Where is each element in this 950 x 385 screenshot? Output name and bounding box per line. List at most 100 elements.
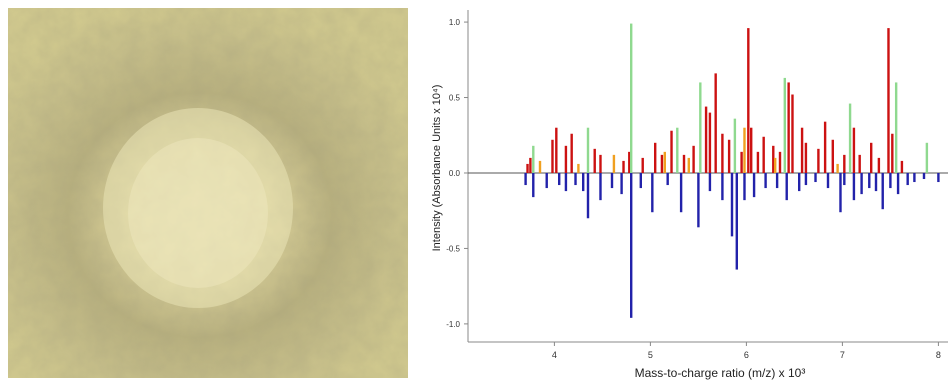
bar-blue — [610, 172, 614, 189]
bar-blue — [708, 172, 712, 192]
x-axis-label: Mass-to-charge ratio (m/z) x 10³ — [635, 366, 806, 380]
bar-blue — [852, 172, 856, 201]
bar-blue — [922, 172, 926, 180]
bar-green — [894, 82, 898, 173]
microscopy-photo — [8, 8, 408, 378]
bar-red — [721, 133, 724, 173]
bar-blue — [860, 172, 863, 195]
bar-red — [870, 142, 873, 173]
bar-red — [660, 154, 664, 173]
bar-red — [843, 154, 846, 173]
bar-orange — [577, 163, 580, 173]
bar-red — [877, 157, 881, 173]
bar-red — [529, 157, 532, 173]
bar-blue — [630, 172, 633, 318]
bar-green — [586, 127, 590, 173]
bar-red — [887, 28, 890, 173]
bar-red — [570, 133, 573, 173]
bar-orange — [612, 154, 616, 173]
bar-blue — [764, 172, 767, 189]
mass-spectrum-chart: 4 5 6 7 8 1.0 0.5 0.0 -0.5 -1.0 Mass-to-charge ra… — [431, 10, 948, 380]
bar-red — [778, 151, 782, 173]
bar-blue — [775, 172, 779, 189]
bar-green — [630, 23, 633, 173]
bar-blue — [839, 172, 842, 213]
bar-green — [676, 127, 679, 173]
bar-blue — [814, 172, 817, 183]
bar-red — [831, 139, 834, 173]
x-tick-label: 5 — [648, 350, 653, 360]
bar-green — [699, 82, 702, 173]
bar-blue — [651, 172, 654, 213]
bar-red — [555, 127, 558, 173]
bar-red — [670, 130, 673, 173]
bar-blue — [843, 172, 846, 186]
bar-red — [756, 151, 760, 173]
chart-axes — [467, 10, 948, 343]
bar-red — [900, 160, 904, 173]
bar-red — [823, 121, 827, 173]
bar-blue — [868, 172, 871, 189]
bar-red — [727, 139, 731, 173]
bar-green — [925, 142, 929, 173]
bar-red — [858, 154, 861, 173]
bar-blue — [752, 172, 756, 198]
bar-blue — [639, 172, 642, 189]
bar-red — [817, 148, 820, 173]
bar-red — [551, 139, 554, 173]
bar-blue — [620, 172, 623, 195]
bar-red — [564, 145, 568, 173]
bar-blue — [743, 172, 746, 201]
bar-red — [791, 94, 794, 173]
bar-orange — [538, 160, 542, 173]
bar-red — [708, 112, 712, 173]
bar-blue — [679, 172, 683, 213]
x-tick-label: 6 — [744, 350, 749, 360]
bar-red — [622, 160, 625, 173]
bar-blue — [697, 172, 700, 228]
bar-red — [772, 145, 775, 173]
bar-red — [682, 154, 686, 173]
y-tick-label: 1.0 — [449, 18, 461, 27]
bar-red — [852, 127, 856, 173]
bar-red — [787, 82, 790, 173]
bar-orange — [774, 157, 777, 173]
bar-red — [628, 151, 631, 173]
bar-blue — [721, 172, 724, 201]
x-tick-label: 8 — [936, 350, 941, 360]
bar-blue — [896, 172, 900, 195]
bar-blue — [574, 172, 577, 186]
bar-blue — [545, 172, 548, 189]
bar-blue — [558, 172, 561, 186]
bar-red — [891, 133, 894, 173]
y-tick-label: -1.0 — [446, 320, 460, 329]
bar-red — [654, 142, 657, 173]
bar-green — [532, 145, 535, 173]
bar-red — [747, 28, 750, 173]
bar-blue — [804, 172, 808, 186]
bar-blue — [798, 172, 801, 192]
chart-bars — [524, 23, 940, 318]
bar-blue — [735, 172, 738, 270]
bar-red — [714, 73, 717, 173]
bar-red — [804, 142, 808, 173]
bar-green — [783, 77, 786, 173]
bar-red — [593, 148, 596, 173]
bar-blue — [785, 172, 788, 201]
bar-blue — [937, 172, 940, 183]
bar-blue — [881, 172, 884, 210]
bar-red — [750, 127, 753, 173]
bar-orange — [663, 151, 666, 173]
x-tick-label: 4 — [552, 350, 557, 360]
y-axis-label: Intensity (Absorbance Units x 10⁴) — [431, 85, 443, 252]
bar-blue — [524, 172, 527, 186]
bar-red — [800, 127, 804, 173]
bar-red — [692, 145, 695, 173]
bar-blue — [586, 172, 590, 219]
bar-red — [641, 157, 644, 173]
bar-red — [526, 163, 529, 173]
bar-red — [704, 106, 708, 173]
y-tick-label: -0.5 — [446, 244, 460, 253]
bar-blue — [906, 172, 909, 186]
bar-blue — [666, 172, 669, 186]
